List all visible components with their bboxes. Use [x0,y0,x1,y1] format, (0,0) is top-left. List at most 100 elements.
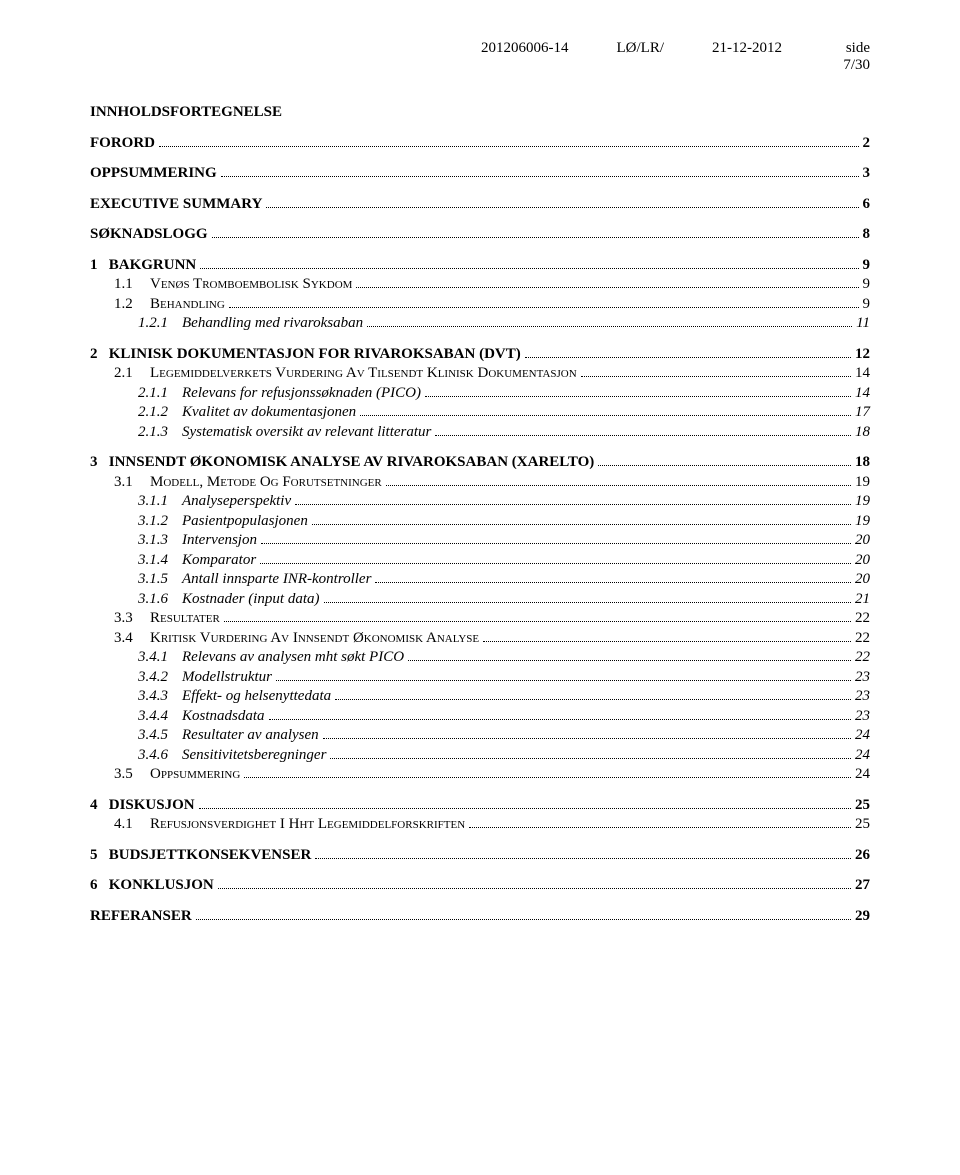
dot-leader [356,275,858,289]
toc-entry[interactable]: 3.1.4Komparator20 [90,550,870,569]
toc-entry[interactable]: 3.3Resultater 22 [90,609,870,628]
toc-entry[interactable]: OPPSUMMERING 3 [90,164,870,183]
toc-entry-number: 3.3 [114,610,150,627]
toc-entry-text: SØKNADSLOGG [90,226,208,243]
toc-entry-text: Legemiddelverkets Vurdering Av Tilsendt … [150,365,577,382]
toc-entry-number: 3 [90,454,98,471]
doc-id: 201206006-14 [481,40,569,57]
toc-entry[interactable]: 4.1Refusjonsverdighet I Hht Legemiddelfo… [90,815,870,834]
dot-leader [425,383,851,397]
doc-date: 21-12-2012 [712,40,782,57]
toc-entry[interactable]: 2.1.1Relevans for refusjonssøknaden (PIC… [90,383,870,402]
toc-entry-page: 17 [855,404,870,421]
toc-entry-page: 8 [863,226,871,243]
toc-entry[interactable]: 3.4.1Relevans av analysen mht søkt PICO2… [90,648,870,667]
dot-leader [212,225,859,239]
toc-entry[interactable]: 1.1Venøs Tromboembolisk Sykdom9 [90,275,870,294]
toc-entry-text: Intervensjon [182,532,257,549]
dot-leader [261,531,851,545]
toc-entry[interactable]: 3.4.5Resultater av analysen24 [90,726,870,745]
toc-entry-page: 9 [863,296,871,313]
dot-leader [295,492,851,506]
toc-entry-text: Modell, Metode Og Forutsetninger [150,474,382,491]
dot-leader [360,403,851,417]
dot-leader [269,706,851,720]
toc-entry[interactable]: 1.2.1Behandling med rivaroksaban11 [90,314,870,333]
toc-entry-page: 20 [855,532,870,549]
toc-entry[interactable]: 2.1Legemiddelverkets Vurdering Av Tilsen… [90,364,870,383]
toc-entry-number: 5 [90,847,98,864]
toc-entry-text: BAKGRUNN [109,257,197,274]
toc-entry-text: Kostnadsdata [182,708,265,725]
toc-entry[interactable]: 3.4.2Modellstruktur23 [90,667,870,686]
toc-entry-page: 23 [855,688,870,705]
toc-entry-text: FORORD [90,135,155,152]
toc-entry-page: 22 [855,610,870,627]
toc-entry[interactable]: 2.1.3Systematisk oversikt av relevant li… [90,422,870,441]
dot-leader [598,453,851,467]
toc-entry-text: Systematisk oversikt av relevant littera… [182,424,431,441]
toc-entry-number: 3.1.4 [138,552,182,569]
toc-entry-page: 21 [855,591,870,608]
toc-entry-number: 3.1.1 [138,493,182,510]
toc-entry[interactable]: 2.1.2Kvalitet av dokumentasjonen17 [90,403,870,422]
toc-entry-number: 3.1.5 [138,571,182,588]
toc-entry[interactable]: 3.4.4Kostnadsdata23 [90,706,870,725]
toc-entry[interactable]: 3.1.3Intervensjon20 [90,531,870,550]
toc-entry-text: Kostnader (input data) [182,591,320,608]
toc-entry-number: 2 [90,346,98,363]
toc-entry-text: Kvalitet av dokumentasjonen [182,404,356,421]
toc-entry[interactable]: 3.5Oppsummering24 [90,765,870,784]
toc-entry-number: 6 [90,877,98,894]
toc-entry-text: Resultater [150,610,220,627]
toc-entry[interactable]: 3.1Modell, Metode Og Forutsetninger 19 [90,472,870,491]
toc-entry[interactable]: 4 DISKUSJON25 [90,795,870,814]
toc-entry[interactable]: 3.1.6Kostnader (input data)21 [90,589,870,608]
toc-entry-number: 4.1 [114,816,150,833]
dot-leader [221,164,859,178]
toc-entry[interactable]: 6 KONKLUSJON27 [90,876,870,895]
dot-leader [218,876,851,890]
toc-entry-page: 24 [855,727,870,744]
toc-entry[interactable]: EXECUTIVE SUMMARY6 [90,194,870,213]
toc-entry[interactable]: 3.4.3Effekt- og helsenyttedata23 [90,687,870,706]
toc-entry-text: Modellstruktur [182,669,272,686]
toc-entry-text: OPPSUMMERING [90,165,217,182]
side-label: side [830,40,870,57]
toc-entry-text: Refusjonsverdighet I Hht Legemiddelforsk… [150,816,465,833]
toc-entry-text: Relevans for refusjonssøknaden (PICO) [182,385,421,402]
toc-entry[interactable]: 3 INNSENDT ØKONOMISK ANALYSE AV RIVAROKS… [90,453,870,472]
toc-entry[interactable]: 1 BAKGRUNN9 [90,255,870,274]
dot-leader [224,609,851,623]
toc-entry-page: 3 [863,165,871,182]
toc-entry[interactable]: 5 BUDSJETTKONSEKVENSER26 [90,845,870,864]
toc-entry-number: 1.1 [114,276,150,293]
toc-entry[interactable]: 3.4Kritisk Vurdering Av Innsendt Økonomi… [90,628,870,647]
toc-entry[interactable]: 3.4.6Sensitivitetsberegninger24 [90,745,870,764]
toc-entry-text: Behandling [150,296,225,313]
toc-entry-page: 22 [855,630,870,647]
toc-entry-page: 23 [855,708,870,725]
toc-entry[interactable]: 2 KLINISK DOKUMENTASJON FOR RIVAROKSABAN… [90,344,870,363]
toc-entry[interactable]: 3.1.5Antall innsparte INR-kontroller20 [90,570,870,589]
toc-entry[interactable]: FORORD2 [90,133,870,152]
dot-leader [469,815,851,829]
toc-entry[interactable]: 3.1.1Analyseperspektiv19 [90,492,870,511]
toc-entry-page: 19 [855,513,870,530]
toc-entry-number: 3.4.6 [138,747,182,764]
dot-leader [581,364,851,378]
toc-entry-number: 3.1 [114,474,150,491]
toc-entry-page: 19 [855,474,870,491]
toc-entry[interactable]: SØKNADSLOGG 8 [90,225,870,244]
toc-entry-number: 2.1.1 [138,385,182,402]
toc-entry[interactable]: REFERANSER29 [90,906,870,925]
dot-leader [244,765,851,779]
toc-entry[interactable]: 1.2Behandling9 [90,294,870,313]
dot-leader [312,511,851,525]
toc-entry-page: 9 [863,276,871,293]
toc-entry-text: KONKLUSJON [109,877,214,894]
toc-entry-number: 3.4.5 [138,727,182,744]
toc-entry[interactable]: 3.1.2Pasientpopulasjonen19 [90,511,870,530]
toc-entry-text: Behandling med rivaroksaban [182,315,363,332]
toc-entry-text: REFERANSER [90,908,192,925]
